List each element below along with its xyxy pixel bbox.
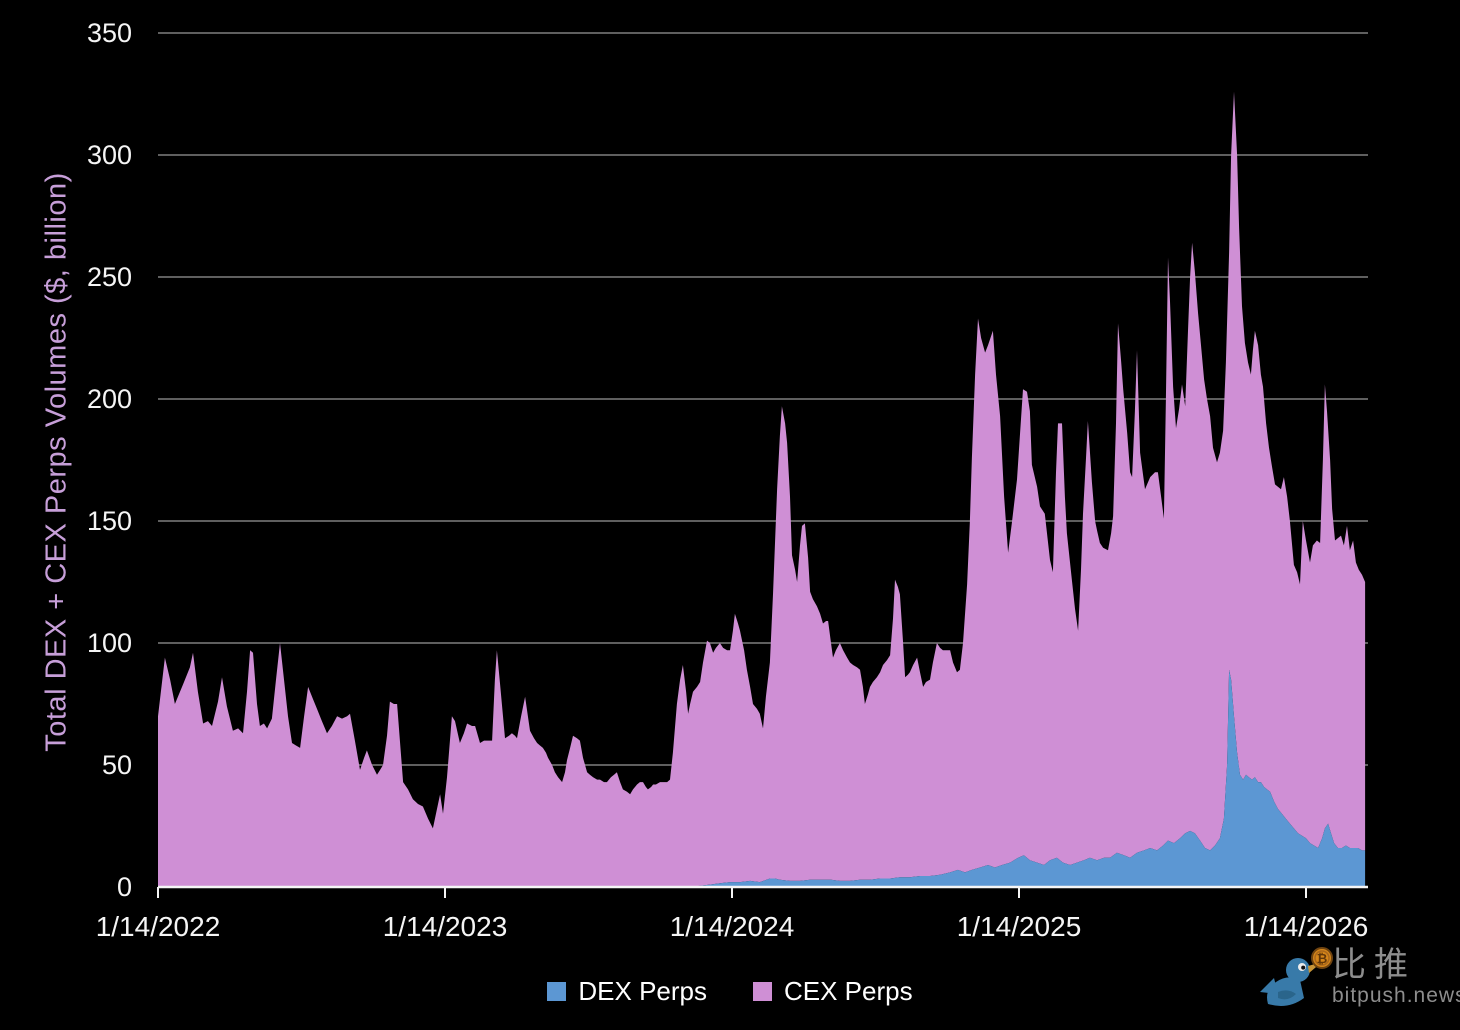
y-axis-label: 300 [87, 140, 132, 170]
legend-label-cex: CEX Perps [784, 976, 913, 1006]
y-axis-title: Total DEX + CEX Perps Volumes ($, billio… [40, 172, 73, 752]
x-axis-label: 1/14/2024 [670, 911, 795, 942]
dex-perps-area [158, 669, 1366, 887]
cex-legend-swatch-icon [753, 982, 772, 1001]
x-axis-label: 1/14/2026 [1244, 911, 1369, 942]
gridlines [158, 32, 1368, 766]
y-axis-label: 100 [87, 628, 132, 658]
bitpush-watermark: ₿ 比推 bitpush.news [1258, 946, 1460, 1026]
legend-item-cex: CEX Perps [753, 976, 913, 1007]
cex-perps-area [158, 91, 1366, 888]
legend-item-dex: DEX Perps [547, 976, 707, 1007]
watermark-text: 比推 bitpush.news [1332, 948, 1460, 1008]
legend-label-dex: DEX Perps [578, 976, 707, 1006]
bird-with-bitcoin-coin-icon: ₿ [1260, 947, 1333, 1006]
dex-legend-swatch-icon [547, 982, 567, 1001]
watermark-domain: bitpush.news [1332, 984, 1460, 1007]
y-axis-label: 150 [87, 506, 132, 536]
chart-legend: DEX Perps CEX Perps [0, 976, 1460, 1007]
x-axis-label: 1/14/2025 [957, 911, 1082, 942]
area-series [158, 91, 1366, 888]
y-axis-label: 200 [87, 384, 132, 414]
x-axis-label: 1/14/2023 [383, 911, 508, 942]
svg-text:₿: ₿ [1317, 952, 1328, 967]
axes [157, 885, 1368, 898]
y-axis-label: 250 [87, 262, 132, 292]
watermark-brand-cn: 比推 [1332, 946, 1416, 984]
x-axis-label: 1/14/2022 [96, 911, 221, 942]
y-axis-label: 0 [117, 872, 132, 902]
y-axis-label: 350 [87, 18, 132, 48]
axis-labels: 0 50 100 150 200 250 300 350 1/14/2022 1/14/2023 1… [87, 18, 1368, 942]
y-axis-label: 50 [102, 750, 132, 780]
